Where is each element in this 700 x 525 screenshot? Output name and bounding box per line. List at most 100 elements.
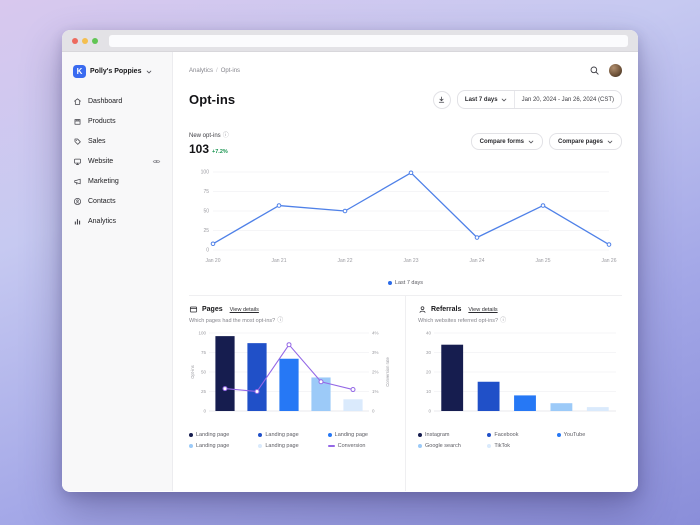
person-icon xyxy=(419,306,426,313)
bottom-panels: Pages View details Which pages had the m… xyxy=(189,296,622,491)
sidebar-item-marketing[interactable]: Marketing xyxy=(73,171,161,191)
svg-text:0: 0 xyxy=(428,409,431,414)
svg-text:Jan 22: Jan 22 xyxy=(337,258,352,264)
avatar[interactable] xyxy=(609,64,622,77)
range-preset-label: Last 7 days xyxy=(464,96,498,103)
sidebar-item-contacts[interactable]: Contacts xyxy=(73,191,161,211)
sidebar-item-products[interactable]: Products xyxy=(73,111,161,131)
pages-view-details-link[interactable]: View details xyxy=(229,306,259,313)
svg-text:0: 0 xyxy=(206,248,209,254)
page-title: Opt-ins xyxy=(189,92,236,107)
legend-item: Conversion xyxy=(327,443,393,449)
legend-dot-swatch xyxy=(258,433,263,437)
date-range-value[interactable]: Jan 20, 2024 - Jan 26, 2024 (CST) xyxy=(521,96,614,103)
info-icon[interactable]: ⓘ xyxy=(222,133,229,139)
kit-logo: K xyxy=(73,65,86,78)
download-icon xyxy=(439,96,445,103)
legend-item: Landing page xyxy=(189,443,254,449)
svg-text:50: 50 xyxy=(203,209,209,215)
new-opt-ins-metric: New opt-ins ⓘ 103 +7.2% xyxy=(189,133,229,156)
legend-item: Landing page xyxy=(327,432,393,438)
sidebar-item-label: Analytics xyxy=(88,217,117,225)
app-frame: K Polly's Poppies Dashboard Products Sal… xyxy=(62,52,638,491)
legend-item: TikTok xyxy=(487,443,552,449)
sidebar-item-label: Products xyxy=(88,117,116,125)
pages-panel-subtitle: Which pages had the most opt-ins? xyxy=(189,318,276,324)
legend-item: Landing page xyxy=(258,432,323,438)
person-circle-icon xyxy=(73,197,82,205)
eye-icon[interactable] xyxy=(152,157,161,166)
workspace-switcher[interactable]: K Polly's Poppies xyxy=(73,65,161,78)
legend-dot-swatch xyxy=(387,281,392,285)
pages-chart-legend: Landing page Landing page Landing page Land… xyxy=(189,432,393,449)
range-preset-button[interactable]: Last 7 days xyxy=(458,91,515,108)
svg-text:40: 40 xyxy=(426,331,432,336)
legend-item: YouTube xyxy=(556,432,622,438)
svg-text:Jan 20: Jan 20 xyxy=(205,258,220,264)
topbar: Analytics / Opt-ins xyxy=(189,64,622,77)
sidebar-item-website[interactable]: Website xyxy=(73,151,161,171)
download-button[interactable] xyxy=(432,90,451,109)
referrals-panel-subtitle: Which websites referred opt-ins? xyxy=(418,318,499,324)
minimize-window-button[interactable] xyxy=(82,37,88,44)
metric-label: New opt-ins xyxy=(189,133,221,139)
legend-label: Landing page xyxy=(265,432,299,438)
chevron-down-icon xyxy=(607,140,613,143)
metric-value: 103 xyxy=(189,142,210,156)
sidebar-item-dashboard[interactable]: Dashboard xyxy=(73,91,161,111)
date-range-picker: Last 7 days Jan 20, 2024 - Jan 26, 2024 … xyxy=(456,90,622,109)
referrals-view-details-link[interactable]: View details xyxy=(468,306,498,313)
sidebar-item-label: Website xyxy=(88,157,114,165)
svg-text:Conversion rate: Conversion rate xyxy=(385,357,390,387)
svg-text:100: 100 xyxy=(201,170,210,176)
legend-dot-swatch xyxy=(189,433,193,437)
svg-text:Jan 21: Jan 21 xyxy=(271,258,286,264)
opt-ins-trend-chart: 0 25 50 75 100 Jan 20 Jan 21 Jan 22 Jan 23 Jan 24… xyxy=(201,170,617,264)
referrals-panel-title: Referrals xyxy=(431,306,462,313)
legend-line-swatch xyxy=(327,445,335,447)
legend-dot-swatch xyxy=(487,444,492,448)
svg-text:Jan 26: Jan 26 xyxy=(601,258,616,264)
sidebar-item-label: Contacts xyxy=(88,197,116,205)
home-icon xyxy=(74,97,81,105)
sidebar-item-sales[interactable]: Sales xyxy=(73,131,161,151)
legend-label: Facebook xyxy=(494,432,519,438)
trend-chart-legend: Last 7 days xyxy=(189,280,622,286)
svg-text:Jan 23: Jan 23 xyxy=(403,258,418,264)
tag-icon xyxy=(74,138,81,145)
pages-panel: Pages View details Which pages had the m… xyxy=(189,296,405,491)
legend-label: TikTok xyxy=(494,443,511,449)
legend-item: Landing page xyxy=(258,443,323,449)
referrals-panel: Referrals View details Which websites re… xyxy=(405,296,622,491)
legend-label: YouTube xyxy=(563,432,586,438)
section-divider xyxy=(189,295,622,296)
info-icon[interactable]: ⓘ xyxy=(500,318,507,324)
compare-forms-button[interactable]: Compare forms xyxy=(470,133,543,150)
chevron-down-icon xyxy=(501,98,506,101)
sidebar-item-label: Sales xyxy=(88,137,106,145)
info-icon[interactable]: ⓘ xyxy=(277,318,284,324)
legend-dot-swatch xyxy=(556,433,561,437)
svg-text:Jan 24: Jan 24 xyxy=(469,258,484,264)
sidebar-item-label: Dashboard xyxy=(88,97,123,105)
referrals-chart-legend: Instagram Facebook YouTube Google search Tik… xyxy=(418,432,622,449)
legend-label: Landing page xyxy=(265,443,299,449)
svg-text:50: 50 xyxy=(201,370,207,375)
compare-pages-button[interactable]: Compare pages xyxy=(548,133,622,150)
legend-label: Landing page xyxy=(196,432,230,438)
close-window-button[interactable] xyxy=(72,37,78,44)
url-bar[interactable] xyxy=(109,34,628,47)
breadcrumb-analytics[interactable]: Analytics xyxy=(189,67,214,74)
legend-item: Landing page xyxy=(189,432,254,438)
maximize-window-button[interactable] xyxy=(92,37,98,44)
breadcrumb-separator: / xyxy=(216,67,218,74)
legend-item: Google search xyxy=(418,443,483,449)
search-icon[interactable] xyxy=(589,65,600,76)
package-icon xyxy=(74,118,81,125)
legend-dot-swatch xyxy=(327,433,332,437)
sidebar-item-analytics[interactable]: Analytics xyxy=(73,211,161,231)
legend-item: Last 7 days xyxy=(387,280,423,286)
svg-text:Opt-ins: Opt-ins xyxy=(190,365,195,379)
svg-text:3%: 3% xyxy=(372,350,379,355)
svg-text:4%: 4% xyxy=(372,331,379,336)
